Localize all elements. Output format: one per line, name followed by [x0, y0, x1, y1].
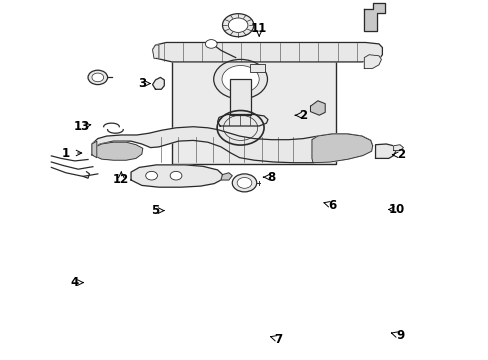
Circle shape — [213, 59, 267, 99]
Bar — [229, 79, 251, 115]
Polygon shape — [131, 165, 222, 187]
Circle shape — [145, 171, 157, 180]
Polygon shape — [364, 55, 381, 68]
Polygon shape — [311, 134, 372, 163]
Circle shape — [232, 174, 256, 192]
Text: 9: 9 — [395, 329, 403, 342]
Text: 13: 13 — [74, 120, 90, 132]
Text: 5: 5 — [151, 204, 159, 217]
Text: 2: 2 — [299, 109, 306, 122]
Polygon shape — [92, 127, 372, 163]
Polygon shape — [152, 45, 159, 58]
Text: 11: 11 — [250, 22, 267, 35]
Polygon shape — [221, 173, 232, 180]
Polygon shape — [92, 142, 142, 160]
Text: 2: 2 — [396, 148, 404, 161]
Polygon shape — [152, 42, 382, 62]
Circle shape — [222, 14, 253, 37]
Circle shape — [222, 66, 259, 93]
Text: 7: 7 — [274, 333, 282, 346]
Text: 6: 6 — [328, 199, 336, 212]
Polygon shape — [310, 101, 325, 115]
Polygon shape — [364, 3, 384, 31]
Bar — [250, 64, 264, 72]
Text: 8: 8 — [267, 171, 275, 184]
Circle shape — [237, 177, 251, 188]
Text: 3: 3 — [138, 77, 145, 90]
Circle shape — [205, 40, 217, 48]
Circle shape — [228, 18, 247, 32]
Text: 10: 10 — [388, 203, 405, 216]
Circle shape — [170, 171, 182, 180]
Text: 4: 4 — [70, 276, 78, 289]
Circle shape — [92, 73, 103, 82]
Polygon shape — [92, 141, 97, 158]
Text: 1: 1 — [62, 147, 70, 159]
Polygon shape — [152, 77, 164, 89]
Circle shape — [88, 70, 107, 85]
Polygon shape — [375, 144, 395, 158]
Polygon shape — [217, 114, 267, 126]
Bar — [172, 52, 335, 164]
Text: 12: 12 — [113, 173, 129, 186]
Polygon shape — [393, 145, 403, 150]
